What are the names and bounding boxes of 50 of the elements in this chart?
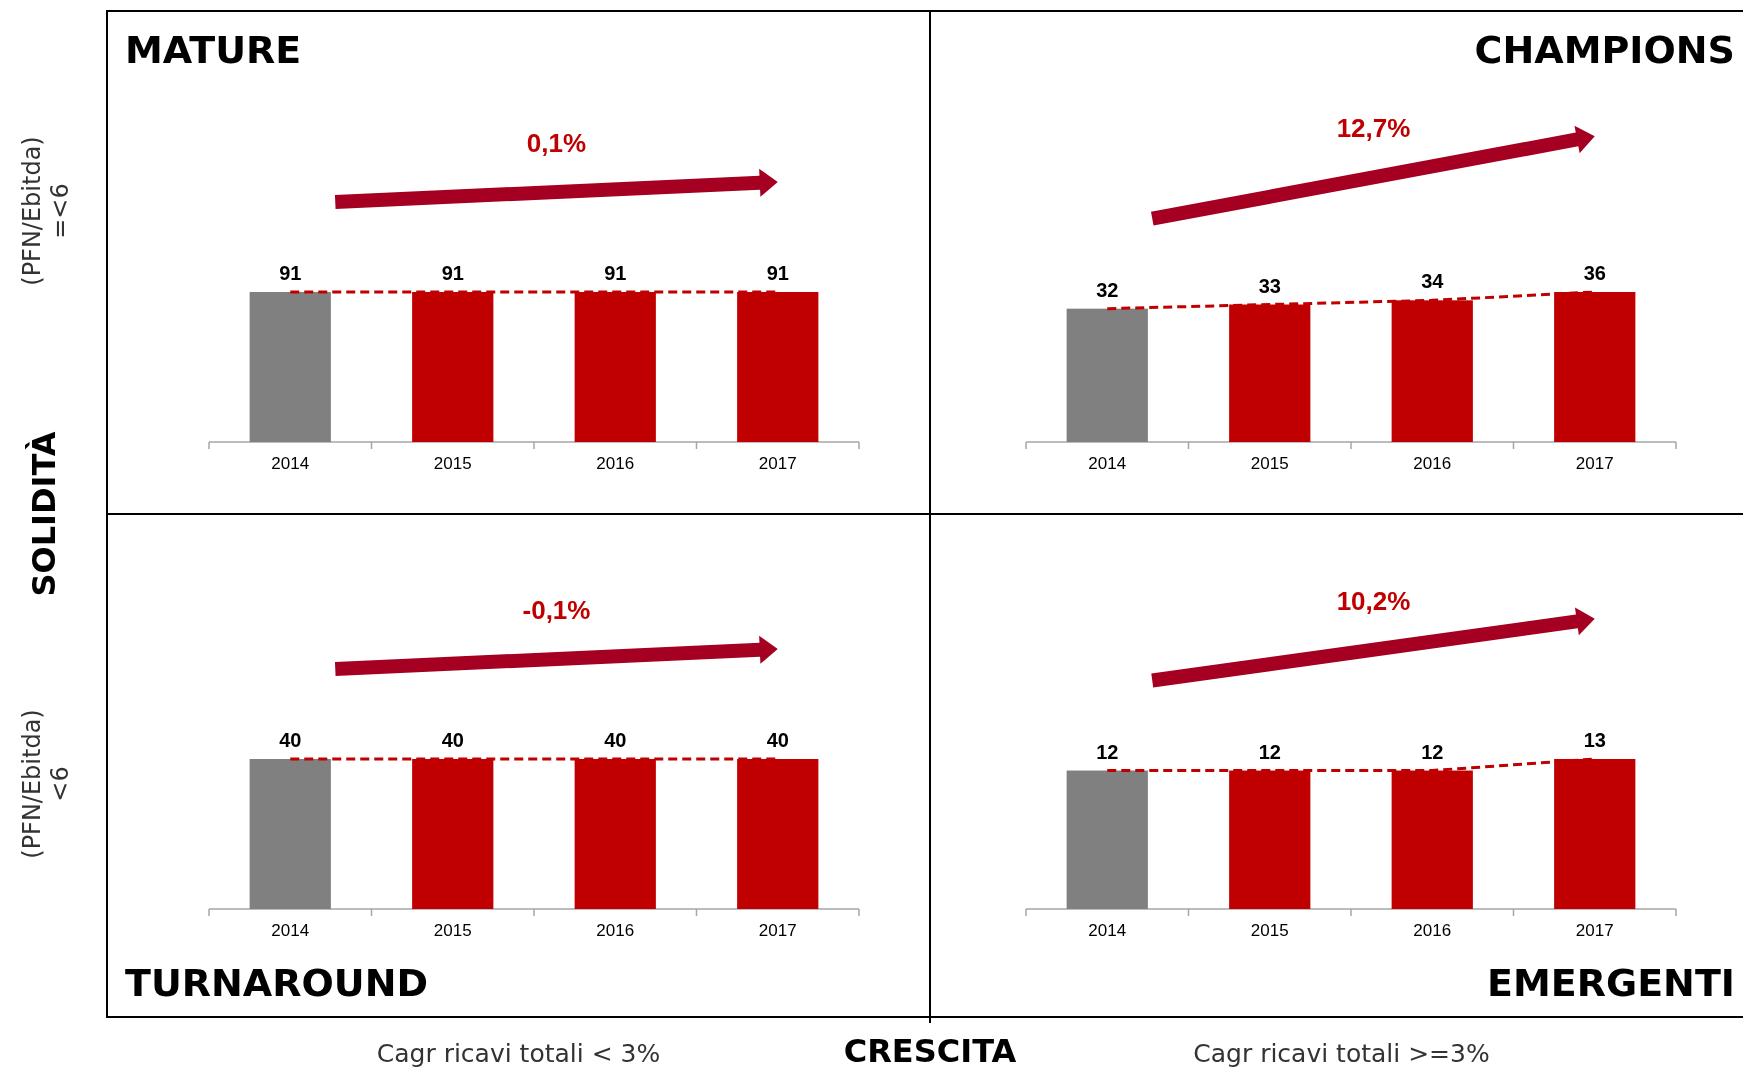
data-label: 33 — [1258, 274, 1281, 297]
chart-title: MATURE — [125, 28, 302, 72]
data-label: 34 — [1421, 270, 1445, 293]
data-label: 12 — [1258, 740, 1281, 763]
data-label: 12 — [1096, 740, 1119, 763]
x-axis-title: Cagr ricavi totali >=3% — [1193, 1039, 1490, 1068]
chart-title: CHAMPIONS — [1474, 28, 1735, 72]
y-axis-title: (PFN/Ebitda) <6 — [18, 709, 74, 859]
x-tick-label: 2017 — [1575, 921, 1614, 940]
x-tick-label: 2014 — [1088, 921, 1127, 940]
text: SOLIDITÀ — [25, 431, 63, 597]
x-tick-label: 2017 — [758, 454, 797, 473]
data-label: 91 — [279, 262, 302, 284]
data-label: 91 — [604, 262, 627, 284]
bar — [1554, 292, 1636, 442]
data-label: 40 — [441, 729, 464, 751]
data-label: 13 — [1583, 729, 1606, 751]
text: 12,7% — [1336, 113, 1411, 144]
text: EMERGENTI — [1486, 961, 1735, 1005]
data-label: 32 — [1096, 278, 1119, 301]
x-tick-label: 2015 — [1250, 921, 1289, 940]
x-tick-label: 2014 — [271, 921, 310, 940]
data-label: 91 — [441, 262, 464, 284]
x-tick-label: 2015 — [433, 921, 472, 940]
bar — [1229, 304, 1311, 442]
text: 0,1% — [526, 128, 587, 158]
data-label: 40 — [604, 729, 627, 751]
text: CRESCITA — [843, 1032, 1017, 1070]
data-label: 91 — [766, 262, 789, 284]
bar — [1391, 300, 1473, 442]
x-tick-label: 2014 — [271, 454, 310, 473]
data-label: 40 — [766, 729, 789, 751]
data-label: 36 — [1583, 262, 1606, 284]
x-axis-title: Cagr ricavi totali < 3% — [376, 1039, 661, 1068]
x-tick-label: 2014 — [1088, 454, 1127, 473]
text: -0,1% — [522, 595, 591, 625]
x-tick-label: 2015 — [1250, 454, 1289, 473]
x-tick-label: 2017 — [1575, 454, 1614, 473]
bar — [1066, 308, 1148, 442]
x-tick-label: 2016 — [596, 454, 635, 473]
data-label: 12 — [1421, 740, 1444, 763]
data-label: 40 — [279, 729, 302, 751]
x-tick-label: 2015 — [433, 454, 472, 473]
x-tick-label: 2016 — [1413, 921, 1452, 940]
x-tick-label: 2016 — [596, 921, 635, 940]
text: 10,2% — [1336, 585, 1411, 616]
y-axis-title: (PFN/Ebitda) =<6 — [18, 136, 74, 286]
x-tick-label: 2016 — [1413, 454, 1452, 473]
x-tick-label: 2017 — [758, 921, 797, 940]
text: TURNAROUND — [125, 961, 429, 1005]
